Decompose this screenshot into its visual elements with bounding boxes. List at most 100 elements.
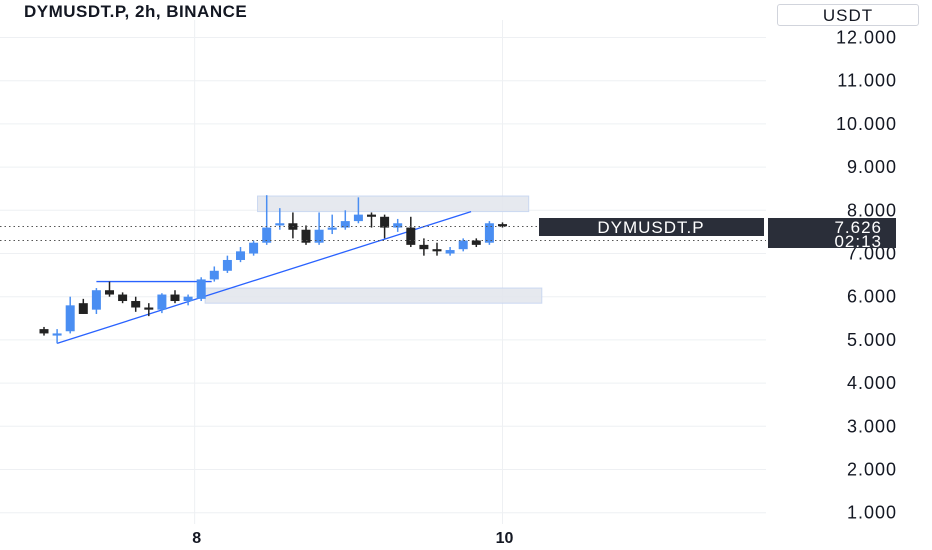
ascending-trendline (56, 210, 472, 344)
candle-body (380, 216, 390, 228)
candle-body (419, 244, 429, 250)
candle-body (131, 301, 141, 308)
price-tag-bg (768, 218, 896, 248)
candle-body (471, 240, 481, 245)
candle-body (249, 242, 259, 254)
candle-up (458, 238, 468, 252)
candle-body (327, 227, 337, 230)
candle-down (105, 281, 114, 297)
candle-body (367, 214, 376, 217)
current-price-lines (0, 225, 766, 241)
y-tick-label: 2.000 (847, 460, 897, 480)
candle-up (249, 240, 259, 256)
candle-up (196, 277, 206, 302)
price-tag: 7.626 02:13 (768, 218, 896, 251)
candle-body (393, 223, 403, 228)
candle-down (39, 326, 49, 336)
candle-body (432, 249, 442, 252)
candle-down (288, 212, 298, 239)
demand-zone (204, 287, 543, 304)
candle-up (262, 195, 272, 245)
candle-body (170, 294, 180, 302)
candle-body (183, 296, 193, 302)
candle-up (484, 221, 494, 245)
candle-up (52, 329, 62, 344)
candle-body (118, 294, 128, 302)
y-tick-label: 12.000 (836, 28, 897, 48)
y-tick-label: 6.000 (847, 287, 897, 307)
candle-body (340, 221, 350, 228)
y-tick-label: 9.000 (847, 157, 897, 177)
candle-down (144, 303, 154, 317)
x-tick-label: 8 (192, 530, 201, 547)
candle-body (222, 259, 232, 271)
candle-down (78, 298, 88, 314)
candle-down (131, 296, 141, 312)
y-tick-label: 7.000 (847, 244, 897, 264)
grid-lines (0, 20, 766, 524)
candle-up (222, 255, 232, 273)
candle-down (471, 238, 481, 248)
candle-body (406, 227, 416, 245)
candle-down (170, 290, 180, 304)
candles (39, 195, 507, 344)
candle-down (406, 216, 416, 248)
y-tick-label: 1.000 (847, 503, 897, 523)
y-tick-label: 11.000 (837, 71, 897, 91)
candle-body (65, 305, 75, 332)
candle-body (78, 303, 88, 314)
candle-up (236, 247, 245, 263)
y-tick-label: 3.000 (847, 416, 897, 436)
x-tick-label: 10 (496, 530, 514, 547)
candle-up (353, 197, 363, 224)
candle-body (91, 290, 101, 310)
candle-down (118, 292, 128, 304)
price-axis[interactable]: 1.000 2.000 3.000 4.000 5.000 6.000 7.000 8.000… (836, 28, 897, 523)
candle-body (52, 333, 62, 336)
candle-down (301, 225, 311, 245)
symbol-tag-bg (539, 218, 764, 236)
candle-down (380, 214, 390, 239)
y-tick-label: 5.000 (847, 330, 897, 350)
y-tick-label: 4.000 (847, 373, 897, 393)
candle-up (209, 266, 219, 282)
candle-body (209, 270, 219, 280)
candle-body (144, 307, 154, 310)
candle-body (353, 214, 363, 222)
candle-body (157, 294, 167, 310)
candle-down (498, 222, 507, 228)
candle-body (301, 229, 311, 243)
candle-body (196, 279, 206, 299)
price-zones (204, 195, 543, 304)
candle-up (91, 288, 101, 314)
candle-body (314, 229, 324, 243)
candle-body (262, 227, 272, 243)
candle-up (65, 296, 75, 334)
candle-up (183, 294, 193, 306)
symbol-tag: DYMUSDT.P (539, 218, 764, 237)
candle-body (275, 223, 285, 226)
candle-body (445, 250, 455, 254)
candle-up (314, 212, 324, 245)
candle-body (484, 223, 494, 243)
candle-up (445, 247, 455, 256)
y-tick-label: 8.000 (847, 200, 897, 220)
candle-up (393, 218, 403, 232)
candle-body (105, 290, 114, 295)
candle-body (39, 329, 49, 334)
candle-up (340, 210, 350, 230)
supply-zone (257, 195, 530, 213)
y-tick-label: 10.000 (836, 114, 897, 134)
currency-button[interactable]: USDT (777, 4, 919, 26)
bar-countdown-label: 02:13 (834, 232, 882, 251)
candle-up (327, 214, 337, 235)
trendlines (56, 210, 472, 344)
time-axis[interactable]: 8 10 (192, 530, 513, 547)
symbol-tag-label: DYMUSDT.P (597, 218, 704, 237)
candle-down (432, 242, 442, 256)
candle-body (236, 251, 245, 260)
candle-down (419, 238, 429, 256)
candle-up (157, 293, 167, 314)
candle-down (367, 212, 376, 228)
